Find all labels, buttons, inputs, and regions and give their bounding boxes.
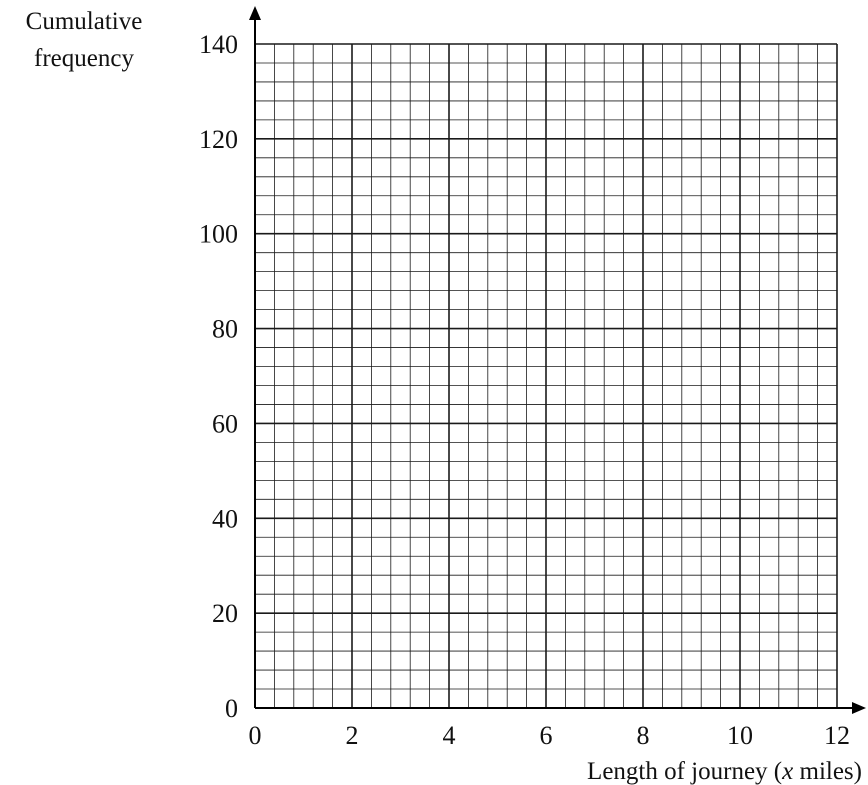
y-tick-label: 80 (212, 315, 238, 344)
x-tick-label: 2 (346, 721, 359, 750)
y-tick-labels: 0 20 40 60 80 100 120 140 (199, 30, 238, 723)
y-tick-label: 0 (225, 694, 238, 723)
y-tick-label: 60 (212, 409, 238, 438)
major-gridlines (254, 43, 838, 709)
axes (249, 6, 866, 714)
y-axis-arrow (249, 6, 261, 20)
x-tick-label: 6 (540, 721, 553, 750)
x-tick-label: 4 (443, 721, 456, 750)
x-tick-label: 0 (249, 721, 262, 750)
x-tick-label: 12 (824, 721, 850, 750)
x-tick-label: 8 (637, 721, 650, 750)
y-tick-label: 20 (212, 599, 238, 628)
x-tick-label: 10 (727, 721, 753, 750)
y-axis-label-line-2: frequency (34, 45, 134, 72)
y-tick-label: 140 (199, 30, 238, 59)
y-axis-label-line-1: Cumulative (26, 8, 143, 35)
y-tick-label: 100 (199, 220, 238, 249)
y-tick-label: 120 (199, 125, 238, 154)
y-tick-label: 40 (212, 504, 238, 533)
x-tick-labels: 0 2 4 6 8 10 12 (249, 721, 851, 750)
x-axis-arrow (852, 702, 866, 714)
x-axis-label: Length of journey (x miles) (587, 758, 862, 785)
